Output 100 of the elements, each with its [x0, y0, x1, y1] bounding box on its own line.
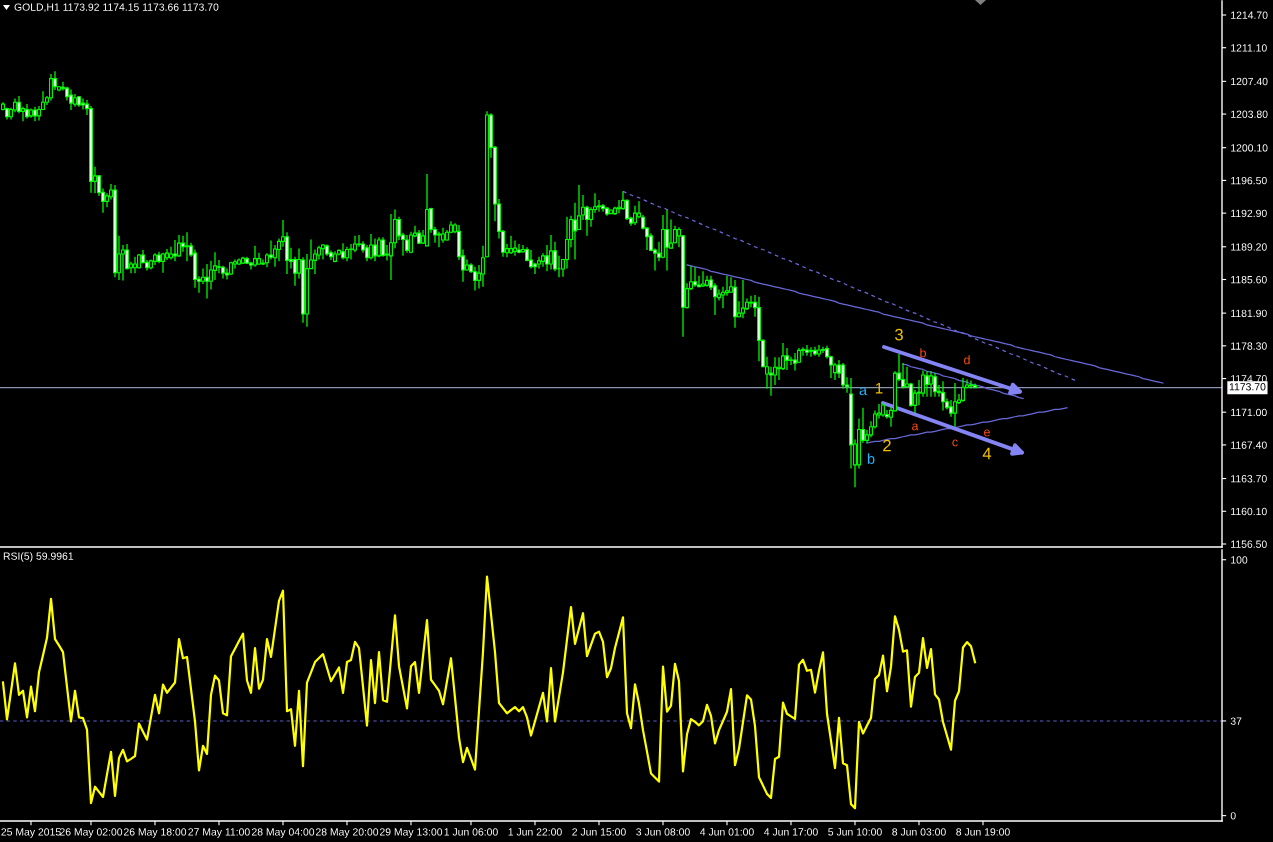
- line-series: [902, 363, 1024, 400]
- candlestick: [389, 213, 393, 281]
- candlestick: [381, 236, 385, 258]
- x-tick-label: 5 Jun 10:00: [828, 828, 882, 836]
- chart-title: RSI(5) 59.9961: [3, 552, 74, 562]
- candlestick: [537, 256, 541, 270]
- x-tick-label: 26 May 02:00: [59, 828, 123, 838]
- candlestick: [841, 362, 845, 390]
- candlestick: [809, 346, 813, 358]
- candlestick: [133, 256, 137, 274]
- candlestick: [369, 233, 373, 261]
- x-tick-label: 2 Jun 15:00: [572, 828, 626, 836]
- candlestick: [785, 347, 789, 371]
- candlestick: [701, 270, 705, 288]
- candlestick: [357, 234, 361, 248]
- x-tick-label: 27 May 11:00: [188, 828, 250, 838]
- candlestick: [205, 263, 209, 300]
- candlestick: [961, 377, 965, 403]
- candlestick: [253, 245, 257, 268]
- candlestick: [969, 379, 973, 390]
- candlestick: [373, 237, 377, 262]
- y-tick-label: 1214.70: [1231, 11, 1268, 19]
- candlestick: [953, 382, 957, 428]
- candlestick: [49, 73, 53, 102]
- y-tick-label: 1189.20: [1231, 243, 1267, 251]
- y-tick-label: 1156.50: [1231, 540, 1267, 548]
- candlestick: [821, 346, 825, 354]
- x-tick-label: 4 Jun 01:00: [700, 828, 754, 836]
- candlestick: [633, 205, 637, 226]
- annotation: 2: [883, 439, 891, 452]
- y-tick-label: 0: [1230, 812, 1236, 820]
- candlestick: [349, 243, 353, 261]
- annotation: b: [867, 453, 875, 464]
- candlestick: [341, 242, 345, 261]
- candlestick: [473, 266, 477, 292]
- candlestick: [933, 372, 937, 398]
- annotation: d: [964, 355, 970, 365]
- candlestick: [81, 97, 85, 111]
- candlestick: [929, 370, 933, 398]
- candlestick: [549, 234, 553, 271]
- y-tick-label: 1200.10: [1231, 144, 1268, 152]
- candlestick: [573, 202, 577, 261]
- y-tick-label: 1174.70: [1231, 375, 1267, 383]
- annotation: a: [859, 387, 868, 396]
- candlestick: [509, 235, 513, 255]
- x-tick-label: 28 May 04:00: [251, 828, 315, 838]
- candlestick: [545, 244, 549, 272]
- chart-title: GOLD,H1 1173.92 1174.15 1173.66 1173.70: [14, 3, 219, 13]
- y-tick-label: 37: [1230, 717, 1242, 725]
- y-tick-label: 1185.60: [1231, 276, 1267, 284]
- candlestick: [665, 209, 669, 272]
- candlestick: [693, 266, 697, 288]
- y-tick-label: 1207.40: [1231, 77, 1268, 86]
- candlestick: [173, 239, 177, 262]
- candlestick: [177, 234, 181, 258]
- candlestick: [513, 239, 517, 257]
- annotation: e: [984, 429, 990, 437]
- y-tick-label: 1196.50: [1231, 176, 1267, 185]
- y-tick-label: 1178.30: [1231, 342, 1267, 350]
- x-tick-label: 8 Jun 03:00: [892, 828, 946, 836]
- y-tick-label: 1181.90: [1231, 309, 1267, 318]
- y-tick-label: 1167.40: [1231, 441, 1267, 449]
- candlestick: [321, 243, 325, 261]
- y-tick-label: 1160.10: [1231, 507, 1267, 516]
- candlestick: [925, 370, 929, 398]
- candlestick: [529, 249, 533, 270]
- candlestick: [777, 356, 781, 381]
- x-tick-label: 3 Jun 08:00: [636, 828, 690, 836]
- x-tick-label: 8 Jun 19:00: [956, 828, 1010, 836]
- ref-line-label: 1173.70: [1229, 383, 1266, 391]
- y-tick-label: 1163.70: [1231, 475, 1267, 483]
- line-series: [1, 575, 977, 810]
- annotation: c: [952, 439, 958, 447]
- annotation: 3: [895, 328, 903, 341]
- candlestick: [749, 295, 753, 308]
- y-tick-label: 1171.00: [1231, 408, 1267, 417]
- y-tick-label: 1203.80: [1231, 110, 1268, 118]
- y-tick-label: 1211.10: [1231, 44, 1267, 52]
- annotation: a: [912, 423, 919, 431]
- candlestick: [437, 231, 441, 248]
- x-tick-label: 1 Jun 22:00: [508, 828, 562, 836]
- candlestick: [565, 216, 569, 270]
- candlestick: [617, 199, 621, 214]
- candlestick: [741, 279, 745, 319]
- annotation: 4: [982, 447, 992, 460]
- x-tick-label: 28 May 20:00: [315, 828, 379, 838]
- candlestick: [185, 231, 189, 262]
- y-tick-label: 1192.90: [1231, 209, 1267, 218]
- candlestick: [793, 352, 797, 372]
- candlestick: [941, 380, 945, 412]
- x-tick-label: 29 May 13:00: [379, 828, 443, 838]
- y-tick-label: 100: [1231, 556, 1248, 564]
- candlestick: [517, 243, 521, 254]
- candlestick: [805, 344, 809, 357]
- annotation: b: [920, 348, 926, 358]
- candlestick: [269, 239, 273, 261]
- x-tick-label: 26 May 18:00: [123, 828, 187, 838]
- candlestick: [69, 88, 73, 111]
- candlestick: [21, 106, 25, 122]
- x-tick-label: 4 Jun 17:00: [764, 828, 818, 836]
